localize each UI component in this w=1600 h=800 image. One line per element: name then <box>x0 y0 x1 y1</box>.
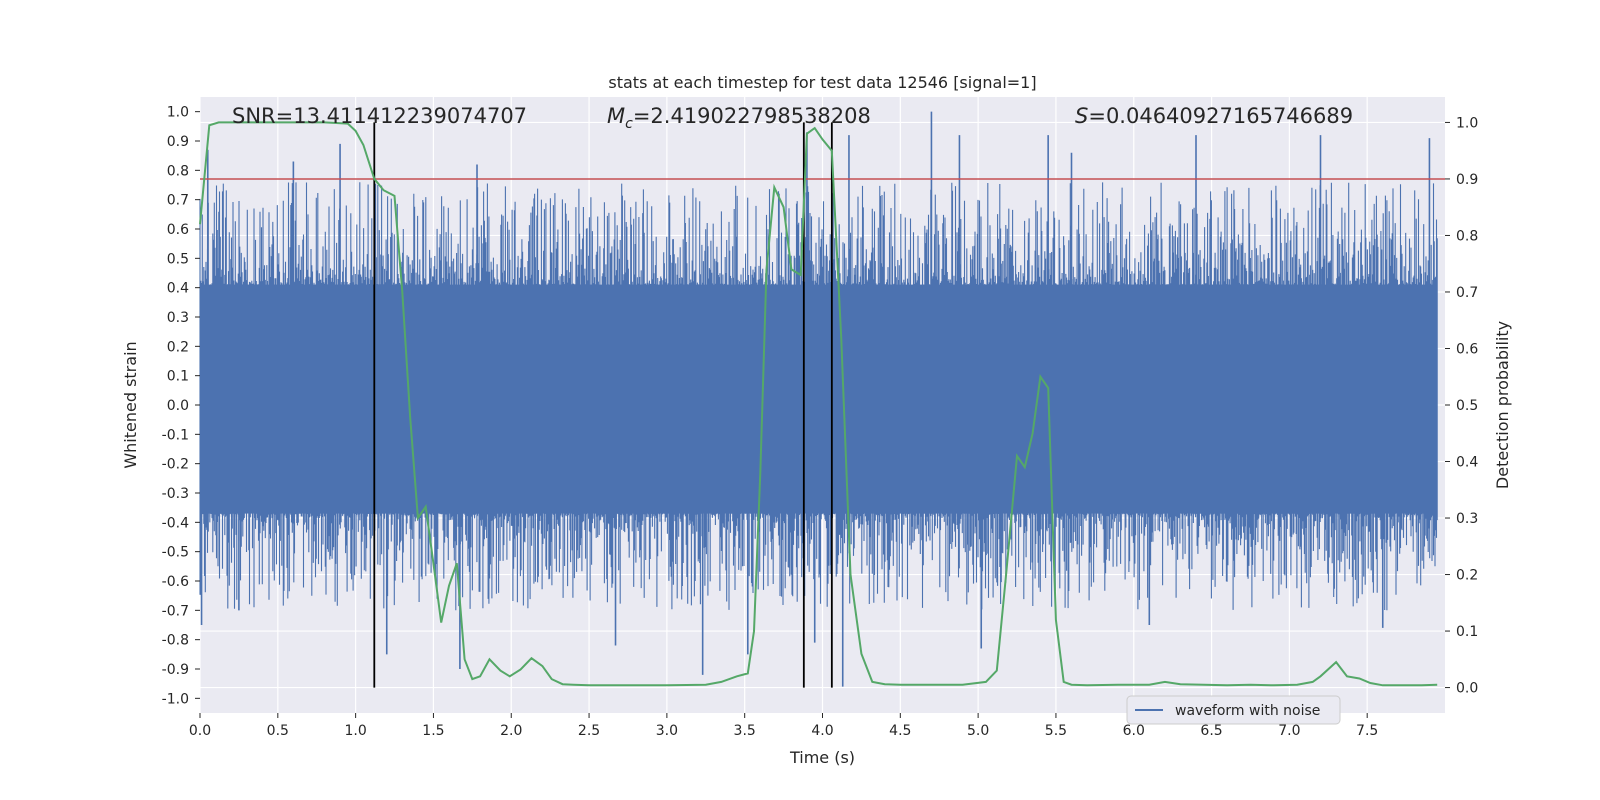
y-tick-label: -0.9 <box>162 662 189 678</box>
y2-tick-label: 0.2 <box>1456 568 1478 584</box>
waveform-noise-line <box>199 182 1438 611</box>
y2-tick-label: 0.7 <box>1456 285 1478 301</box>
probability-series <box>199 121 1438 687</box>
y2-tick-label: 0.6 <box>1456 341 1478 357</box>
x-tick-label: 7.5 <box>1356 723 1378 739</box>
x-tick-label: 7.0 <box>1278 723 1300 739</box>
snr-annotation: SNR=13.411412239074707 <box>232 104 527 128</box>
y-tick-label: -0.2 <box>162 457 189 473</box>
x-tick-label: 4.0 <box>811 723 833 739</box>
y-tick-label: -0.4 <box>162 515 189 531</box>
y-axis-label: Whitened strain <box>121 341 140 468</box>
y-tick-label: -0.8 <box>162 633 189 649</box>
y2-tick-label: 0.4 <box>1456 455 1478 471</box>
axes: 0.0 0.5 1.0 1.5 2.0 2.5 3.0 3.5 4.0 4.5 5.0 5.5 6.0 6… <box>162 105 1479 739</box>
legend: waveform with noise <box>1126 695 1341 725</box>
x-tick-label: 3.5 <box>734 723 756 739</box>
x-tick-label: 4.5 <box>889 723 911 739</box>
legend-box <box>1126 695 1341 725</box>
y2-tick-label: 0.1 <box>1456 624 1478 640</box>
x-tick-label: 2.0 <box>500 723 522 739</box>
s-value: =0.04640927165746689 <box>1088 104 1353 128</box>
y-tick-label: -0.3 <box>162 486 189 502</box>
waveform-series <box>199 111 1438 687</box>
x-tick-label: 6.0 <box>1123 723 1145 739</box>
x-tick-label: 2.5 <box>578 723 600 739</box>
y-tick-label: 0.0 <box>167 398 189 414</box>
y2-axis-label: Detection probability <box>1493 321 1512 489</box>
y-tick-label: 0.1 <box>167 369 189 385</box>
y-tick-label: 1.0 <box>167 105 189 121</box>
y-tick-label: 0.8 <box>167 163 189 179</box>
mc-symbol: M <box>607 104 625 128</box>
y-tick-label: 0.4 <box>167 281 189 297</box>
s-annotation: S=0.04640927165746689 <box>1075 104 1353 128</box>
y-tick-label: -0.7 <box>162 603 189 619</box>
y-tick-label: -0.6 <box>162 574 189 590</box>
y-tick-label: 0.5 <box>167 251 189 267</box>
x-tick-label: 0.5 <box>267 723 289 739</box>
y2-tick-label: 1.0 <box>1456 115 1478 131</box>
legend-label: waveform with noise <box>1175 703 1320 719</box>
probability-line <box>199 121 1438 687</box>
x-tick-label: 1.0 <box>344 723 366 739</box>
y-tick-label: 0.9 <box>167 134 189 150</box>
y2-tick-label: 0.3 <box>1456 511 1478 527</box>
y-tick-label: 0.6 <box>167 222 189 238</box>
s-symbol: S <box>1075 104 1088 128</box>
mc-value: =2.419022798538208 <box>633 104 871 128</box>
x-tick-label: 5.5 <box>1045 723 1067 739</box>
y2-tick-label: 0.5 <box>1456 398 1478 414</box>
y-tick-label: -0.1 <box>162 427 189 443</box>
y-tick-label: 0.7 <box>167 193 189 209</box>
x-tick-label: 5.0 <box>967 723 989 739</box>
mc-subscript: c <box>625 116 633 132</box>
y-tick-label: 0.2 <box>167 339 189 355</box>
x-tick-label: 1.5 <box>422 723 444 739</box>
y-tick-label: -1.0 <box>162 691 189 707</box>
chirp-mass-annotation: Mc=2.419022798538208 <box>607 104 871 132</box>
x-axis-label: Time (s) <box>789 748 855 767</box>
x-tick-label: 6.5 <box>1200 723 1222 739</box>
x-tick-label: 3.0 <box>656 723 678 739</box>
y-tick-label: -0.5 <box>162 545 189 561</box>
y2-tick-label: 0.8 <box>1456 228 1478 244</box>
y-tick-label: 0.3 <box>167 310 189 326</box>
x-tick-label: 0.0 <box>189 723 211 739</box>
chart-title: stats at each timestep for test data 125… <box>608 73 1036 92</box>
y2-tick-label: 0.9 <box>1456 172 1478 188</box>
y2-tick-label: 0.0 <box>1456 681 1478 697</box>
